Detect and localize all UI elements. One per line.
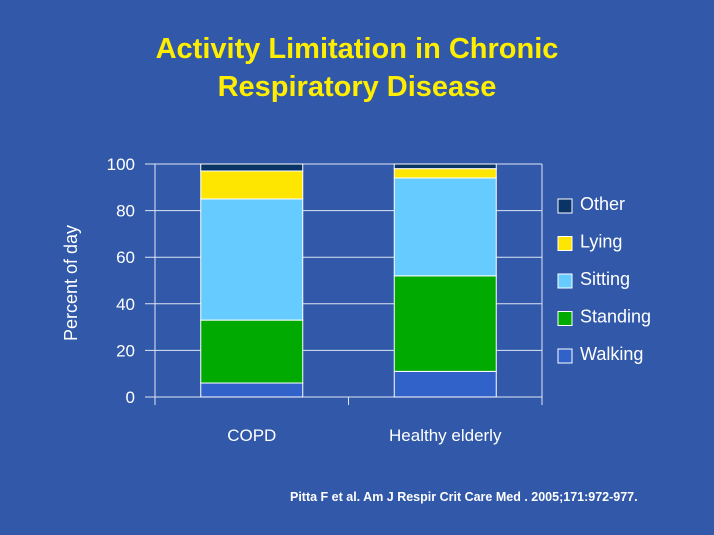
bar-segment-standing (393, 275, 497, 372)
legend-swatch (557, 198, 573, 214)
legend-label: Other (580, 194, 625, 214)
legend-label: Walking (580, 344, 643, 364)
legend-swatch (557, 311, 573, 326)
title-line-1: Activity Limitation in Chronic (155, 33, 559, 65)
y-tick-label: 0 (126, 388, 135, 407)
bar-segment-lying (200, 170, 304, 200)
x-tick-label: Healthy elderly (389, 426, 502, 445)
legend-swatch (557, 236, 573, 251)
legend-swatch (557, 273, 573, 289)
legend-swatch (557, 348, 573, 364)
bar-segment-walking (393, 370, 497, 398)
bar-segment-lying (393, 168, 497, 179)
slide-title: Activity Limitation in Chronic Respirato… (0, 30, 714, 106)
title-line-2: Respiratory Disease (217, 71, 497, 103)
y-tick-label: 20 (116, 341, 135, 360)
y-tick-label: 100 (107, 155, 135, 174)
x-tick-label: COPD (227, 426, 276, 445)
bar-segment-walking (200, 382, 304, 398)
legend-label: Standing (580, 307, 651, 327)
bar-segment-other (393, 163, 497, 170)
bar-segment-sitting (393, 177, 497, 277)
y-tick-label: 40 (116, 295, 135, 314)
bar-segment-standing (200, 319, 304, 384)
bar-segment-sitting (200, 198, 304, 321)
y-tick-label: 80 (116, 202, 135, 221)
citation: Pitta F et al. Am J Respir Crit Care Med… (290, 490, 638, 504)
legend-label: Lying (580, 232, 622, 252)
legend-label: Sitting (580, 269, 630, 289)
bar-segment-other (200, 163, 304, 172)
y-axis-label: Percent of day (61, 225, 81, 341)
y-tick-label: 60 (116, 248, 135, 267)
